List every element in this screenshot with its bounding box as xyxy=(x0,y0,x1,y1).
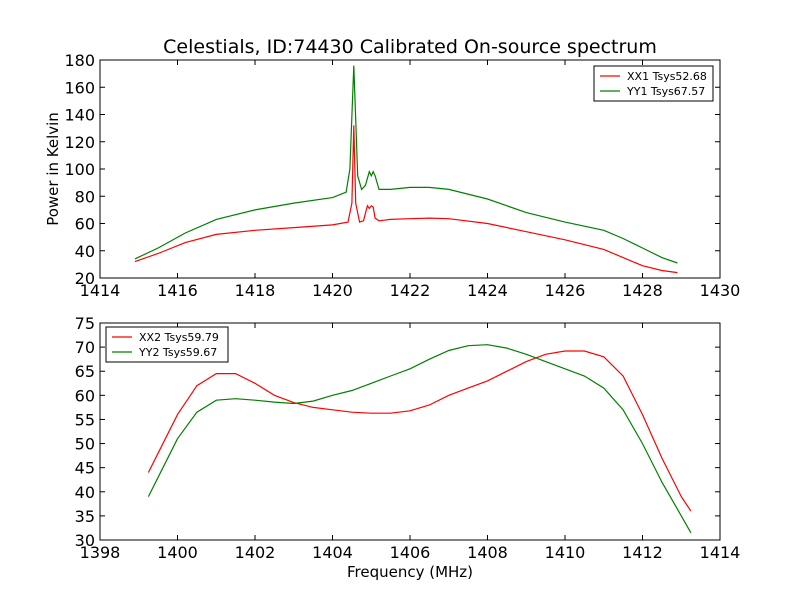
y-tick-label: 40 xyxy=(75,483,95,502)
x-tick-label: 1416 xyxy=(157,281,198,300)
legend-box xyxy=(593,65,714,102)
y-tick-label: 65 xyxy=(75,362,95,381)
legend-label: XX1 Tsys52.68 xyxy=(627,70,707,83)
x-tick-label: 1426 xyxy=(545,281,586,300)
y-tick-label: 140 xyxy=(64,106,95,125)
series-line-2 xyxy=(134,65,678,264)
y-tick-label: 80 xyxy=(75,187,95,206)
legend-label: YY1 Tsys67.57 xyxy=(626,85,705,98)
y-tick-label: 180 xyxy=(64,51,95,70)
x-tick-label: 1422 xyxy=(390,281,431,300)
y-tick-label: 120 xyxy=(64,133,95,152)
y-tick-label: 70 xyxy=(75,338,95,357)
series-line-1 xyxy=(134,125,678,274)
y-tick-label: 30 xyxy=(75,531,95,550)
x-tick-label: 1424 xyxy=(467,281,508,300)
x-tick-label: 1408 xyxy=(467,543,508,562)
y-tick-label: 75 xyxy=(75,314,95,333)
legend: XX2 Tsys59.79 YY2 Tsys59.67 xyxy=(105,326,229,363)
x-tick-label: 1412 xyxy=(622,543,663,562)
y-tick-label: 35 xyxy=(75,507,95,526)
legend: XX1 Tsys52.68 YY1 Tsys67.57 xyxy=(593,65,714,102)
x-tick-label: 1418 xyxy=(235,281,276,300)
y-tick-label: 45 xyxy=(75,459,95,478)
series-line-2 xyxy=(147,344,692,534)
y-tick-label: 160 xyxy=(64,78,95,97)
y-tick-label: 100 xyxy=(64,160,95,179)
chart-title: Celestials, ID:74430 Calibrated On-sourc… xyxy=(163,36,657,58)
x-tick-label: 1400 xyxy=(157,543,198,562)
x-tick-label: 1430 xyxy=(700,281,741,300)
legend-label: YY2 Tsys59.67 xyxy=(138,346,217,359)
x-tick-label: 1402 xyxy=(235,543,276,562)
x-tick-label: 1410 xyxy=(545,543,586,562)
plot-1: 1414 1416 1418 1420 1422 1424 1426 1428 1430 20 40… xyxy=(64,51,740,300)
y-tick-label: 40 xyxy=(75,242,95,261)
x-tick-label: 1404 xyxy=(312,543,353,562)
y-tick-label: 60 xyxy=(75,386,95,405)
x-tick-label: 1406 xyxy=(390,543,431,562)
y-axis-label: Power in Kelvin xyxy=(44,112,62,226)
series-line-1 xyxy=(147,350,692,512)
y-tick-label: 60 xyxy=(75,215,95,234)
x-tick-label: 1414 xyxy=(700,543,741,562)
x-tick-label: 1398 xyxy=(80,543,121,562)
legend-box xyxy=(105,326,229,363)
y-tick-label: 55 xyxy=(75,410,95,429)
plot-2: 1398 1400 1402 1404 1406 1408 1410 1412 1414 30 35… xyxy=(75,314,741,562)
y-tick-label: 20 xyxy=(75,269,95,288)
x-tick-label: 1428 xyxy=(622,281,663,300)
x-axis-label: Frequency (MHz) xyxy=(347,563,473,581)
x-tick-label: 1414 xyxy=(80,281,121,300)
legend-label: XX2 Tsys59.79 xyxy=(139,331,219,344)
x-tick-label: 1420 xyxy=(312,281,353,300)
y-tick-label: 50 xyxy=(75,435,95,454)
